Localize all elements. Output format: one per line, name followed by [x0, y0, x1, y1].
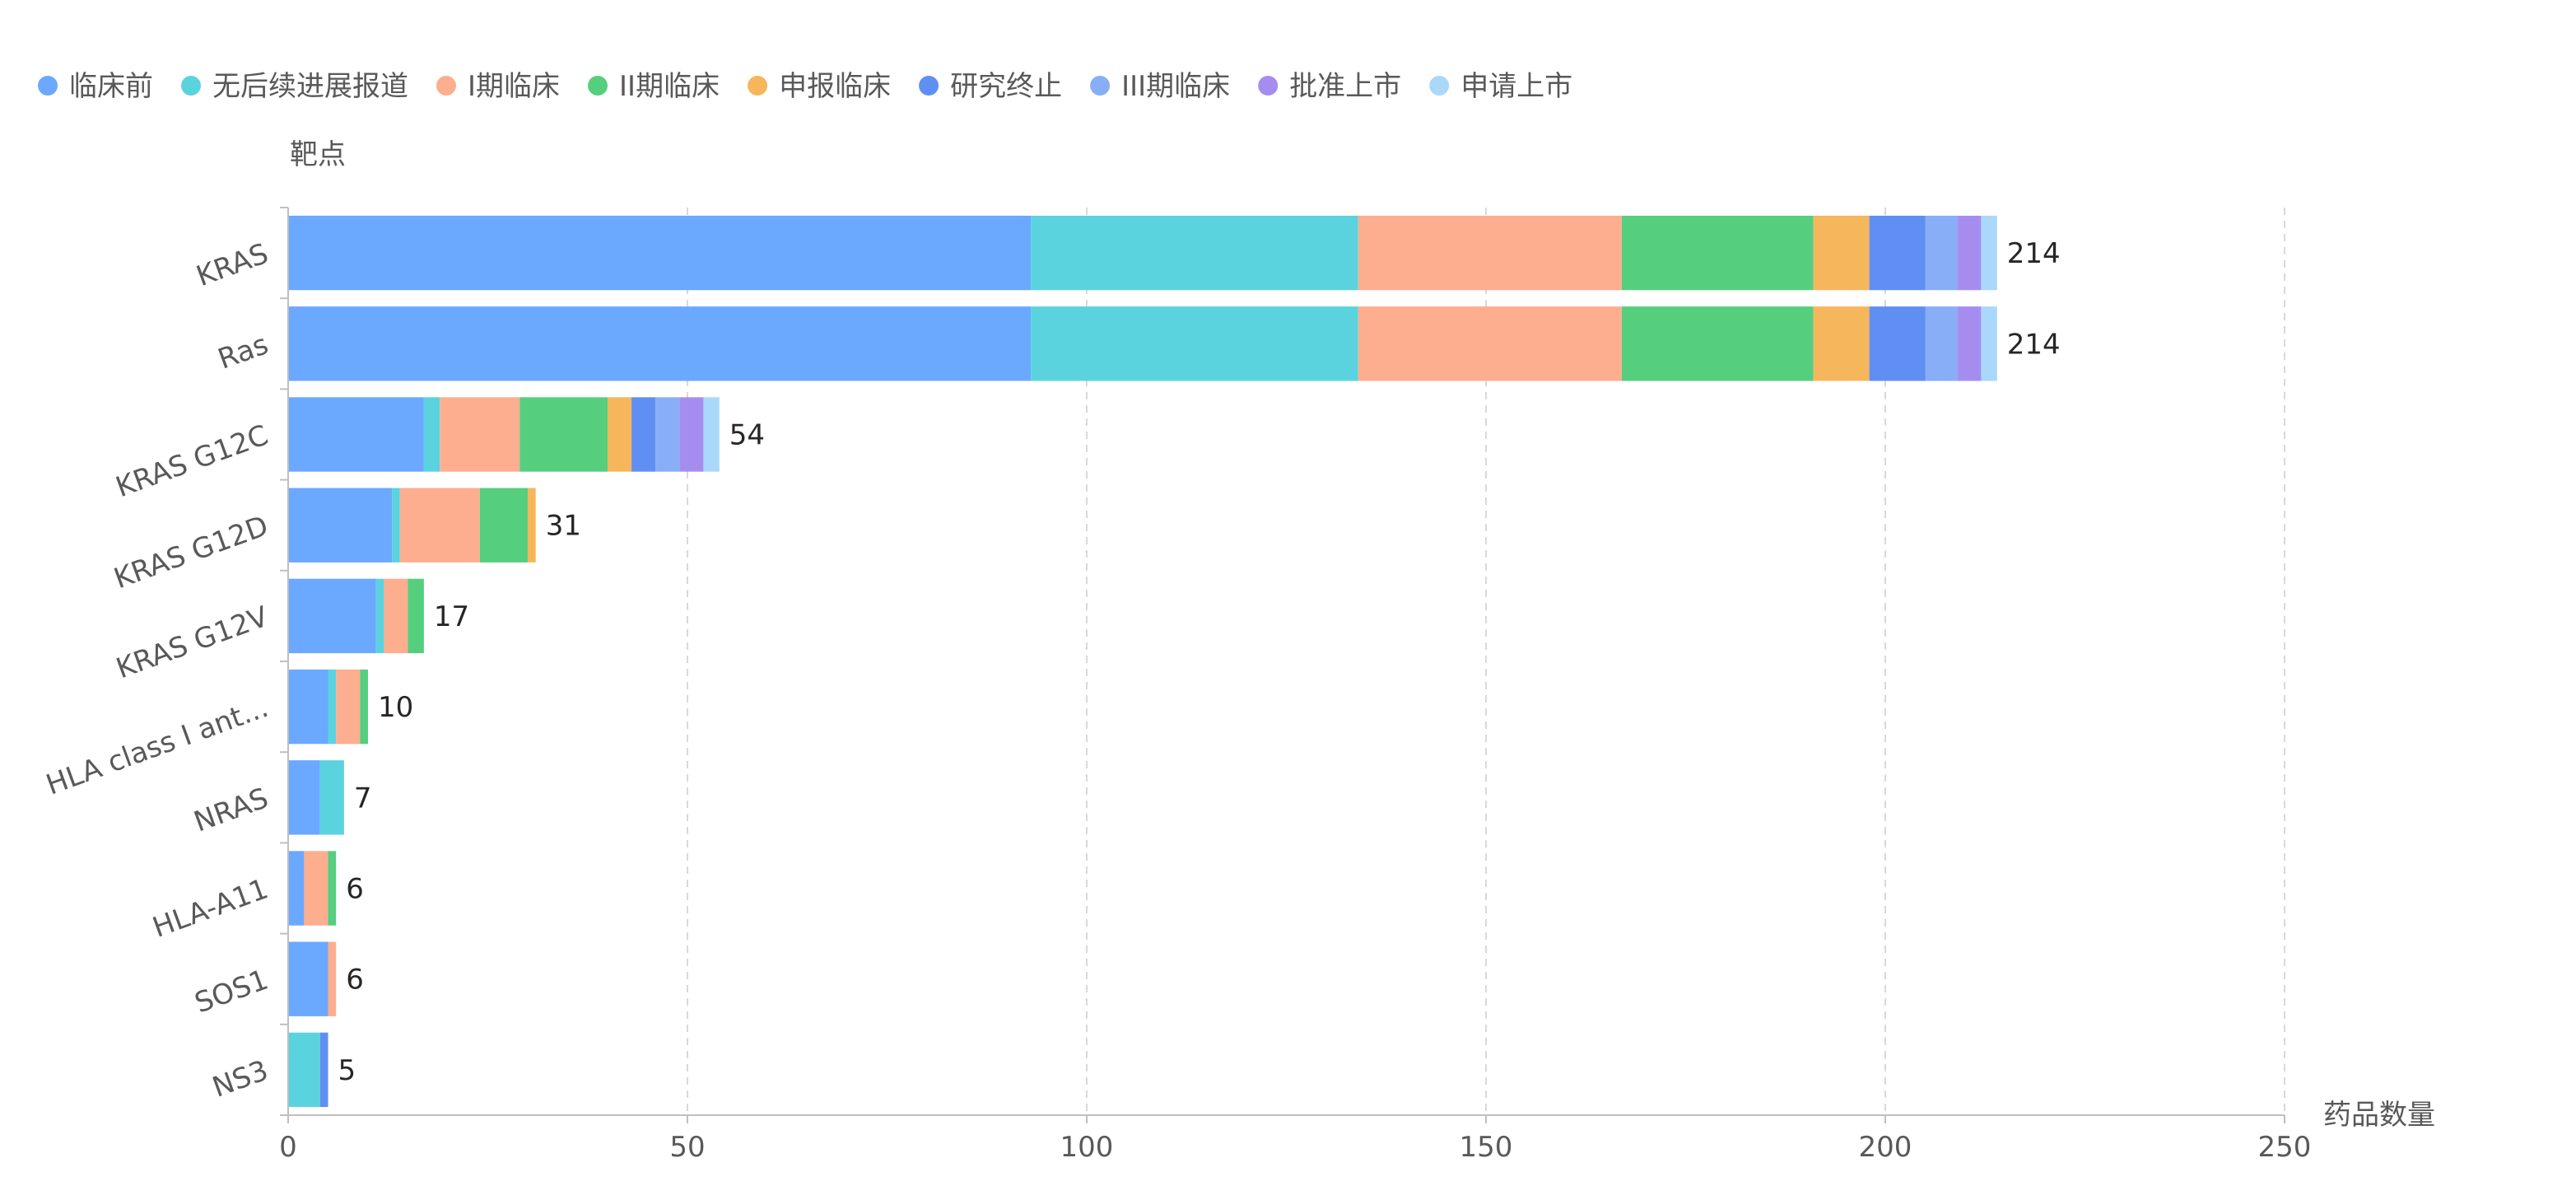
bar-segment[interactable] — [288, 1032, 320, 1108]
bar-segment[interactable] — [1925, 215, 1958, 291]
bar-segment[interactable] — [304, 851, 328, 926]
y-tick-label: NS3 — [208, 1054, 273, 1104]
legend-item-label[interactable]: 申请上市 — [1460, 70, 1572, 103]
legend-marker[interactable] — [1429, 76, 1450, 96]
legend-item-label[interactable]: II期临床 — [619, 70, 720, 103]
y-tick-label: KRAS G12D — [109, 510, 273, 596]
legend-item-label[interactable]: 无后续进展报道 — [212, 70, 408, 103]
bar-total-label: 31 — [546, 510, 581, 543]
legend-marker[interactable] — [748, 76, 768, 96]
bar-segment[interactable] — [1358, 306, 1622, 381]
legend-marker[interactable] — [1258, 76, 1279, 96]
bar-segment[interactable] — [1031, 306, 1358, 381]
bar-segment[interactable] — [319, 1032, 328, 1108]
bar-total-label: 17 — [434, 600, 469, 633]
bar-segment[interactable] — [336, 669, 361, 745]
bar-total-label: 214 — [2007, 328, 2061, 361]
y-tick-label: HLA class I ant... — [42, 691, 273, 802]
bar-segment[interactable] — [360, 669, 368, 745]
y-tick-label: NRAS — [189, 782, 273, 838]
x-axis-title: 药品数量 — [2323, 1099, 2435, 1132]
y-tick-label: KRAS — [192, 237, 273, 293]
bar-segment[interactable] — [608, 397, 632, 472]
bar-segment[interactable] — [1621, 306, 1814, 381]
x-tick-label: 100 — [1060, 1131, 1114, 1164]
bar-segment[interactable] — [1813, 215, 1870, 291]
legend-marker[interactable] — [588, 76, 608, 96]
bar-segment[interactable] — [288, 306, 1032, 381]
y-tick-label: HLA-A11 — [148, 872, 273, 944]
bar-segment[interactable] — [423, 397, 440, 472]
bar-segment[interactable] — [1813, 306, 1870, 381]
bar-segment[interactable] — [288, 488, 393, 563]
bar-segment[interactable] — [288, 760, 320, 835]
bar-segment[interactable] — [1358, 215, 1622, 291]
legend: 临床前 无后续进展报道 I期临床 II期临床 申报临床 研究终止 III期临床 批准上市 申请上… — [38, 70, 1572, 103]
bar-segment[interactable] — [1621, 215, 1814, 291]
bar-segment[interactable] — [1981, 306, 1997, 381]
bar-segment[interactable] — [1925, 306, 1958, 381]
bar-segment[interactable] — [1031, 215, 1358, 291]
x-tick-label: 200 — [1859, 1131, 1912, 1164]
y-tick-label: SOS1 — [190, 964, 273, 1020]
bar-segment[interactable] — [288, 851, 305, 926]
legend-item-label[interactable]: 研究终止 — [950, 70, 1062, 103]
legend-marker[interactable] — [919, 76, 939, 96]
legend-item-label[interactable]: I期临床 — [468, 70, 560, 103]
bar-segment[interactable] — [288, 578, 376, 654]
bar-segment[interactable] — [384, 578, 408, 654]
legend-marker[interactable] — [38, 76, 58, 96]
y-axis-title: 靶点 — [290, 138, 346, 171]
bar-segment[interactable] — [1869, 306, 1926, 381]
bar-segment[interactable] — [328, 669, 337, 745]
bar-segment[interactable] — [655, 397, 680, 472]
legend-marker[interactable] — [1090, 76, 1111, 96]
bar-total-label: 54 — [729, 419, 765, 452]
bar-segment[interactable] — [319, 760, 344, 835]
bar-segment[interactable] — [399, 488, 480, 563]
bar-segment[interactable] — [440, 397, 520, 472]
bar-total-label: 6 — [346, 873, 364, 906]
bar-segment[interactable] — [1957, 215, 1982, 291]
bar-total-label: 5 — [338, 1054, 356, 1087]
bar-segment[interactable] — [528, 488, 536, 563]
bar-segment[interactable] — [328, 941, 337, 1016]
x-tick-label: 250 — [2258, 1131, 2312, 1164]
bar-segment[interactable] — [288, 397, 424, 472]
bar-segment[interactable] — [288, 669, 328, 745]
bar-segment[interactable] — [519, 397, 608, 472]
x-tick-label: 0 — [279, 1131, 297, 1164]
bar-total-label: 7 — [354, 782, 372, 815]
legend-marker[interactable] — [436, 76, 456, 96]
y-tick-label: KRAS G12V — [112, 600, 273, 686]
bar-segment[interactable] — [479, 488, 528, 563]
bar-segment[interactable] — [328, 851, 337, 926]
bar-segment[interactable] — [1981, 215, 1997, 291]
bar-segment[interactable] — [1957, 306, 1982, 381]
y-tick-label: Ras — [214, 328, 273, 376]
bar-total-label: 10 — [378, 691, 413, 724]
bar-segment[interactable] — [408, 578, 424, 654]
bar-segment[interactable] — [1869, 215, 1926, 291]
bar-segment[interactable] — [703, 397, 720, 472]
legend-item-label[interactable]: III期临床 — [1121, 70, 1230, 103]
bar-total-label: 214 — [2007, 237, 2061, 270]
bars: 214 214 54 31 17 10 7 6 6 5 — [288, 215, 2061, 1108]
x-tick-label: 150 — [1460, 1131, 1513, 1164]
legend-item-label[interactable]: 申报临床 — [779, 70, 891, 103]
bar-segment[interactable] — [288, 941, 328, 1016]
bar-total-label: 6 — [346, 964, 364, 997]
y-tick-label: KRAS G12C — [112, 418, 273, 504]
legend-item-label[interactable]: 临床前 — [69, 70, 153, 103]
legend-marker[interactable] — [181, 76, 201, 96]
bar-segment[interactable] — [392, 488, 400, 563]
bar-segment[interactable] — [679, 397, 704, 472]
legend-item-label[interactable]: 批准上市 — [1289, 70, 1401, 103]
x-tick-label: 50 — [669, 1131, 705, 1164]
bar-segment[interactable] — [375, 578, 384, 654]
bar-segment[interactable] — [631, 397, 656, 472]
bar-segment[interactable] — [288, 215, 1032, 291]
